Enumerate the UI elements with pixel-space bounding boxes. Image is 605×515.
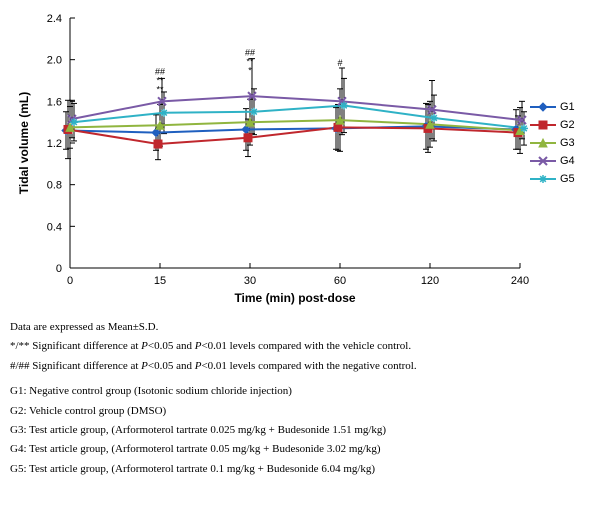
svg-text:0: 0: [67, 275, 73, 287]
legend-item-g2: G2: [530, 118, 575, 132]
svg-text:Time (min) post-dose: Time (min) post-dose: [234, 291, 355, 305]
chart-area: 0 0.4 0.8 1.2 1.6 2.0 2.4 0 15 30 60 120 240 Time (mi…: [0, 0, 605, 310]
group-def-g1: G1: Negative control group (Isotonic sod…: [10, 384, 595, 399]
legend-item-g5: G5: [530, 172, 575, 186]
svg-text:2.4: 2.4: [47, 13, 62, 25]
note-sig-negative: #/## Significant difference at P<0.05 an…: [10, 359, 595, 374]
legend-line-icon: [530, 106, 556, 108]
svg-text:0: 0: [56, 263, 62, 275]
legend-item-g3: G3: [530, 136, 575, 150]
svg-text:1.2: 1.2: [47, 138, 62, 150]
svg-text:120: 120: [421, 275, 439, 287]
svg-text:30: 30: [244, 275, 256, 287]
legend-line-icon: [530, 142, 556, 144]
svg-text:**: **: [156, 84, 164, 94]
legend-label: G2: [560, 119, 575, 131]
group-def-g5: G5: Test article group, (Arformoterol ta…: [10, 462, 595, 477]
legend-item-g1: G1: [530, 100, 575, 114]
legend-line-icon: [530, 160, 556, 162]
group-def-g2: G2: Vehicle control group (DMSO): [10, 404, 595, 419]
group-definitions: G1: Negative control group (Isotonic sod…: [10, 384, 595, 477]
svg-text:2.0: 2.0: [47, 55, 62, 67]
svg-text:0.4: 0.4: [47, 221, 62, 233]
legend-line-icon: [530, 178, 556, 180]
group-def-g4: G4: Test article group, (Arformoterol ta…: [10, 442, 595, 457]
svg-text:*: *: [248, 66, 252, 76]
chart-svg: 0 0.4 0.8 1.2 1.6 2.0 2.4 0 15 30 60 120 240 Time (mi…: [0, 0, 605, 310]
legend-label: G4: [560, 155, 575, 167]
note-sig-vehicle: */** Significant difference at P<0.05 an…: [10, 339, 595, 354]
svg-text:1.6: 1.6: [47, 96, 62, 108]
legend-item-g4: G4: [530, 154, 575, 168]
figure-container: 0 0.4 0.8 1.2 1.6 2.0 2.4 0 15 30 60 120 240 Time (mi…: [0, 0, 605, 515]
svg-text:15: 15: [154, 275, 166, 287]
svg-text:60: 60: [334, 275, 346, 287]
group-def-g3: G3: Test article group, (Arformoterol ta…: [10, 423, 595, 438]
svg-text:240: 240: [511, 275, 529, 287]
note-data-expressed: Data are expressed as Mean±S.D.: [10, 320, 595, 335]
legend-label: G1: [560, 101, 575, 113]
notes-block: Data are expressed as Mean±S.D. */** Sig…: [10, 320, 595, 481]
legend-label: G3: [560, 137, 575, 149]
legend: G1 G2 G3 G4 G5: [530, 100, 575, 190]
svg-text:Tidal volume (mL): Tidal volume (mL): [17, 92, 31, 194]
legend-line-icon: [530, 124, 556, 126]
svg-text:0.8: 0.8: [47, 180, 62, 192]
legend-label: G5: [560, 173, 575, 185]
svg-text:#: #: [337, 58, 342, 68]
